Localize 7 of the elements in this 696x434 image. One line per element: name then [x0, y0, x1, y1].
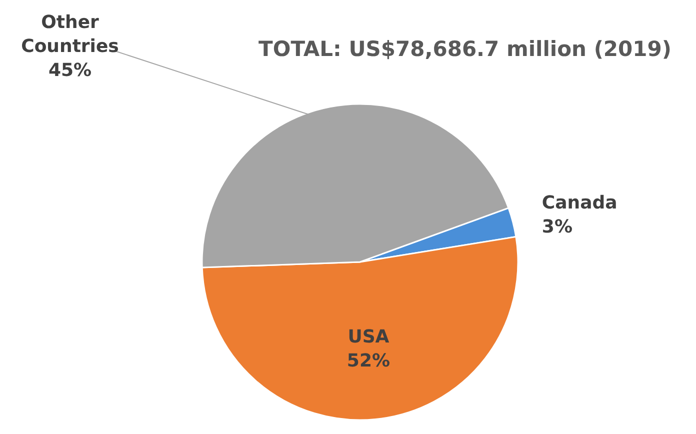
data-label: 3%: [542, 216, 572, 238]
data-label: 45%: [48, 60, 92, 81]
data-label: 52%: [346, 350, 390, 372]
text: TOTAL: US$78,686.7 million (2019): [258, 37, 672, 61]
slice-label: USA: [348, 326, 390, 348]
slice-label: Other Countries: [21, 12, 119, 57]
slice-label: Canada: [542, 192, 618, 214]
